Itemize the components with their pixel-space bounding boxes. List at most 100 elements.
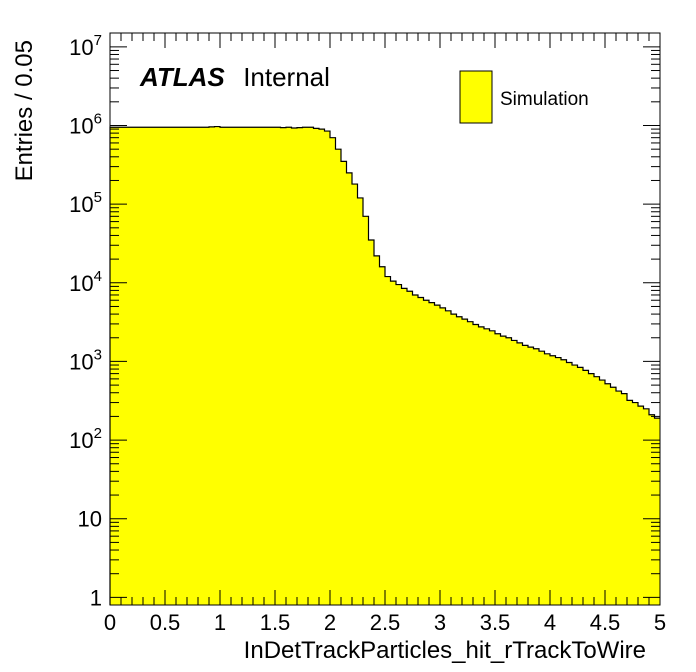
histogram-bin — [319, 129, 325, 605]
y-tick-label: 106 — [69, 110, 102, 138]
histogram-bin — [247, 127, 254, 605]
histogram-bin — [220, 127, 226, 605]
y-tick-base: 10 — [69, 113, 93, 138]
x-axis: 0 0.5 1 1.5 2 2.5 3 3.5 4 4.5 5 — [104, 33, 666, 635]
histogram-bin — [511, 340, 518, 605]
histogram-bin — [148, 127, 155, 605]
legend-swatch — [459, 70, 493, 124]
histogram-bin — [539, 351, 545, 605]
histogram-bin — [632, 402, 639, 605]
histogram-bin — [181, 127, 188, 605]
histogram-bin — [396, 284, 402, 605]
histogram-bin — [495, 333, 501, 605]
histogram-bin — [528, 347, 534, 605]
x-tick-label: 0.5 — [150, 610, 181, 635]
legend: Simulation — [459, 70, 589, 124]
histogram-bin — [407, 291, 413, 605]
histogram-bin — [478, 326, 485, 605]
histogram-bin — [621, 393, 628, 605]
histogram-bin — [473, 324, 479, 605]
histogram-bin — [533, 348, 540, 605]
histogram-bin — [159, 127, 166, 605]
histogram-bin — [610, 387, 617, 605]
histogram-bin — [412, 294, 419, 605]
y-tick-base: 10 — [78, 507, 102, 532]
atlas-label-status: Internal — [243, 62, 330, 92]
histogram-bin — [638, 406, 644, 605]
histogram-bin — [324, 131, 331, 606]
histogram-bin — [242, 127, 248, 605]
x-tick-label: 4.5 — [590, 610, 621, 635]
histogram-bin — [550, 355, 556, 605]
histogram-bin — [506, 337, 512, 605]
histogram-bin — [143, 127, 149, 605]
histogram-outline — [109, 125, 660, 605]
x-tick-label: 5 — [654, 610, 666, 635]
legend-label: Simulation — [500, 89, 589, 110]
atlas-label-bold: ATLAS — [139, 62, 225, 92]
histogram-bin — [385, 276, 391, 605]
x-tick-label: 1.5 — [260, 610, 291, 635]
y-tick-label: 104 — [69, 268, 102, 296]
y-tick-exponent: 3 — [94, 346, 102, 363]
y-tick-label: 107 — [69, 32, 102, 60]
histogram-bin — [214, 126, 221, 605]
histogram-bin — [440, 307, 446, 605]
histogram-bin — [500, 336, 507, 605]
y-tick-base: 10 — [69, 192, 93, 217]
y-tick-exponent: 2 — [94, 425, 102, 442]
histogram-bin — [286, 127, 292, 605]
histogram-bin — [555, 357, 562, 605]
y-tick-exponent: 7 — [94, 32, 102, 49]
x-tick-label: 3.5 — [480, 610, 511, 635]
x-tick-label: 2 — [324, 610, 336, 635]
histogram-bin — [203, 127, 210, 605]
histogram-bin — [341, 161, 347, 605]
histogram-bin — [275, 127, 281, 605]
histogram-bin — [401, 288, 408, 605]
histogram-bin — [165, 127, 171, 605]
histogram-bin — [187, 127, 193, 605]
histogram-bin — [484, 328, 490, 605]
y-tick-exponent: 5 — [94, 189, 102, 206]
histogram-bin — [379, 266, 386, 605]
histogram-bin — [418, 297, 424, 605]
histogram-bin — [352, 184, 358, 605]
histogram-bin — [605, 383, 611, 605]
histogram-bin — [192, 127, 199, 605]
histogram-bin — [429, 302, 435, 605]
histogram-bin — [154, 127, 160, 605]
y-tick-base: 10 — [69, 428, 93, 453]
y-axis-title: Entries / 0.05 — [11, 40, 38, 181]
histogram-bin — [280, 127, 287, 606]
x-tick-label: 3 — [434, 610, 446, 635]
histogram-bin — [115, 127, 122, 605]
x-tick-label: 1 — [214, 610, 226, 635]
histogram-bin — [467, 321, 474, 605]
histogram-bin — [627, 400, 633, 605]
y-tick-base: 10 — [69, 35, 93, 60]
y-tick-label: 102 — [69, 425, 102, 453]
histogram-bin — [654, 418, 661, 605]
histogram-bin — [544, 353, 551, 605]
histogram-bin — [616, 391, 622, 605]
histogram-bin — [643, 408, 650, 605]
y-tick-exponent: 4 — [94, 268, 102, 285]
histogram-bin — [198, 127, 204, 605]
histogram-bin — [258, 127, 265, 605]
y-tick-label: 103 — [69, 346, 102, 374]
histogram-bin — [357, 197, 364, 606]
histogram-bin — [489, 330, 496, 605]
histogram-bin — [346, 172, 353, 605]
histogram-bin — [132, 127, 138, 605]
histogram-bin — [291, 127, 298, 605]
histogram-bin — [264, 127, 270, 605]
histogram-bin — [649, 414, 655, 605]
histogram-bin — [456, 316, 463, 605]
histogram-bin — [363, 216, 369, 605]
histogram-bin — [308, 127, 314, 605]
histogram-bin — [599, 380, 606, 605]
histogram-bin — [110, 127, 116, 605]
